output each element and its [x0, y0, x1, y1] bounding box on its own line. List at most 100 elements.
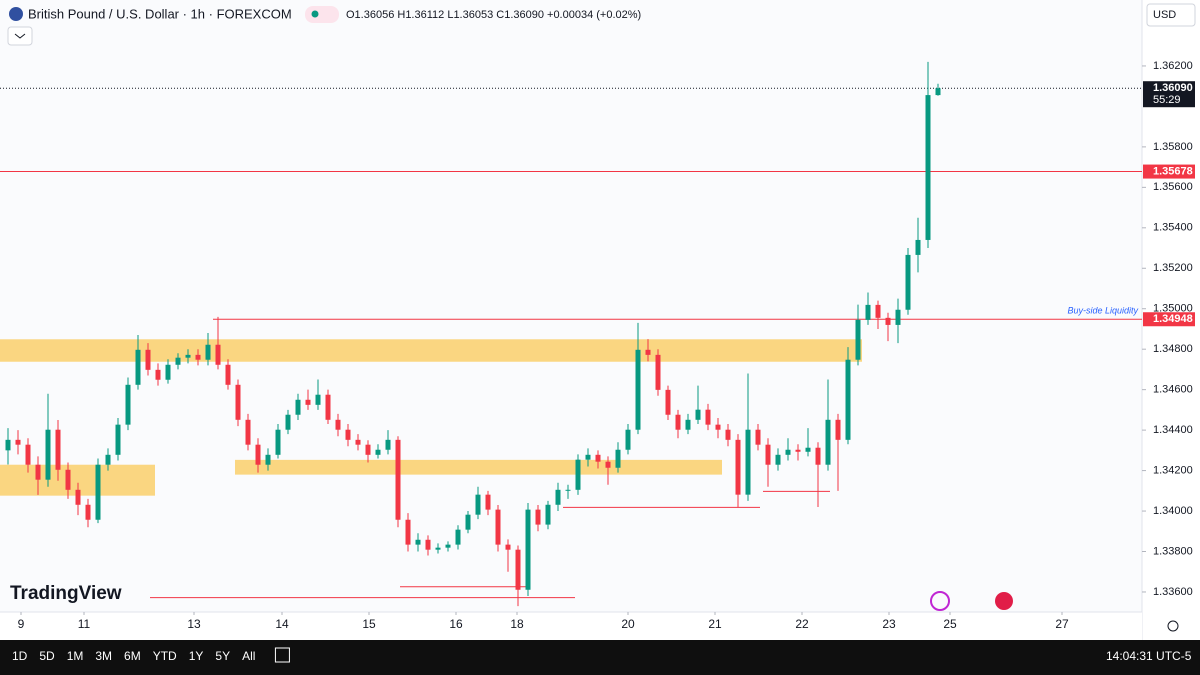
- candle-body: [775, 454, 781, 465]
- chevron: [14, 33, 26, 39]
- candle-body: [325, 394, 331, 420]
- candle-body: [935, 88, 941, 96]
- y-tick-label: 1.33800: [1153, 545, 1193, 557]
- candle-body: [725, 429, 731, 440]
- candle-body: [165, 364, 171, 380]
- candle-body: [925, 95, 931, 240]
- x-tick-label: 13: [187, 617, 201, 631]
- candle-body: [25, 444, 31, 465]
- candle-body: [625, 429, 631, 450]
- y-tick-label: 1.34200: [1153, 464, 1193, 476]
- ohlc: O1.36056 H1.36112 L1.36053 C1.36090 +0.0…: [346, 9, 641, 21]
- candle-body: [535, 509, 541, 525]
- candle-body: [295, 399, 301, 415]
- date-range-icon[interactable]: [274, 647, 290, 663]
- candle-body: [835, 419, 841, 440]
- y-tick-label: 1.33600: [1153, 586, 1193, 598]
- x-tick-label: 22: [795, 617, 809, 631]
- price-label-box: [1143, 164, 1195, 179]
- candle-body: [555, 489, 561, 505]
- range-button[interactable]: 5D: [39, 649, 55, 663]
- candle-body: [645, 349, 651, 355]
- price-label-box: [1143, 81, 1195, 108]
- candle-body: [905, 254, 911, 310]
- price-label: 1.34948: [1153, 313, 1193, 325]
- candle-body: [575, 459, 581, 490]
- candle-body: [895, 309, 901, 325]
- symbol: British Pound / U.S. Dollar · 1h · FOREX…: [28, 6, 292, 21]
- candle-body: [155, 369, 161, 380]
- candle-body: [565, 489, 571, 491]
- range-button[interactable]: YTD: [153, 649, 177, 663]
- candle-body: [265, 454, 271, 465]
- range-button[interactable]: 1Y: [189, 649, 204, 663]
- candle-body: [885, 317, 891, 325]
- settings-icon[interactable]: [1167, 620, 1179, 632]
- candle-body: [145, 349, 151, 370]
- candle-body: [215, 344, 221, 365]
- candle-body: [875, 304, 881, 318]
- y-tick-label: 1.35800: [1153, 141, 1193, 153]
- range-button[interactable]: 1D: [12, 649, 28, 663]
- y-tick-label: 1.35600: [1153, 181, 1193, 193]
- candle-body: [125, 384, 131, 425]
- range-button[interactable]: 5Y: [215, 649, 230, 663]
- candle-body: [45, 429, 51, 480]
- candle-body: [705, 409, 711, 425]
- bottom-toolbar: [0, 640, 1200, 675]
- collapse-button[interactable]: [7, 26, 33, 46]
- candle-body: [815, 447, 821, 465]
- candle-body: [35, 464, 41, 480]
- clock: 14:04:31 UTC-5: [1106, 649, 1192, 663]
- candle-body: [685, 419, 691, 430]
- range-button[interactable]: 6M: [124, 649, 141, 663]
- candle-body: [65, 469, 71, 490]
- range-button[interactable]: 1M: [67, 649, 84, 663]
- y-tick-label: 1.34400: [1153, 424, 1193, 436]
- candle-body: [855, 319, 861, 360]
- candle-body: [915, 239, 921, 255]
- y-tick-label: 1.34600: [1153, 384, 1193, 396]
- y-tick-label: 1.34800: [1153, 343, 1193, 355]
- x-tick-label: 11: [78, 617, 91, 631]
- candle-body: [755, 429, 761, 445]
- candle-body: [405, 519, 411, 545]
- event-icon: [930, 591, 950, 611]
- plot-bg: [0, 0, 1142, 612]
- candle-body: [745, 429, 751, 495]
- candle-body: [355, 439, 361, 445]
- candle-body: [635, 349, 641, 430]
- candle-body: [475, 494, 481, 515]
- candle-body: [455, 529, 461, 545]
- candle-body: [55, 429, 61, 470]
- candle-body: [545, 504, 551, 525]
- y-tick-label: 1.36200: [1153, 60, 1193, 72]
- y-tick-label: 1.34000: [1153, 505, 1193, 517]
- candle-body: [615, 449, 621, 468]
- candle-body: [695, 409, 701, 420]
- candle-body: [485, 494, 491, 510]
- candle-body: [805, 447, 811, 452]
- candle-body: [5, 439, 11, 451]
- x-tick-label: 20: [621, 617, 635, 631]
- y-tick-label: 1.35000: [1153, 303, 1193, 315]
- candle-body: [115, 424, 121, 455]
- candle-body: [195, 354, 201, 360]
- candle-body: [395, 439, 401, 520]
- candle-body: [505, 544, 511, 550]
- range-button[interactable]: 3M: [95, 649, 112, 663]
- candle-body: [305, 399, 311, 405]
- currency-button[interactable]: [1146, 3, 1196, 27]
- x-tick-label: 14: [275, 617, 289, 631]
- zone: [0, 339, 862, 362]
- range-button[interactable]: All: [242, 649, 255, 663]
- candle-body: [595, 454, 601, 462]
- flag-icon: [9, 7, 23, 21]
- candle-body: [345, 429, 351, 440]
- candle-body: [135, 349, 141, 385]
- candle-body: [335, 419, 341, 430]
- candle-body: [665, 389, 671, 415]
- annotation: Buy-side Liquidity: [1067, 306, 1138, 316]
- candle-body: [365, 444, 371, 455]
- candle-body: [415, 539, 421, 545]
